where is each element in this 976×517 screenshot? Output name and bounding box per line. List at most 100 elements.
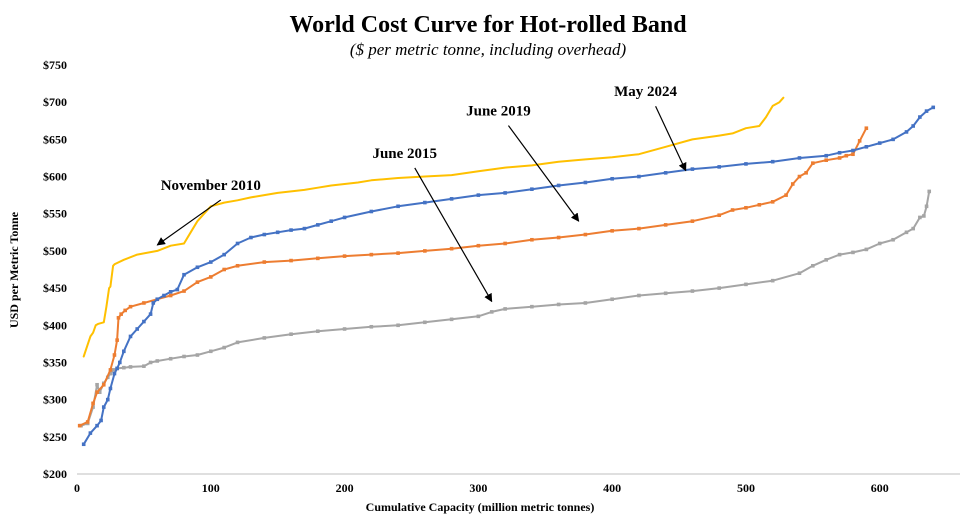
- x-axis-ticks: 0 100 200 300 400 500 600: [74, 481, 889, 495]
- data-point-may-2024: [770, 159, 775, 164]
- data-point-june-2019: [423, 249, 427, 253]
- data-point-may-2024: [904, 130, 909, 134]
- data-point-june-2015: [316, 329, 320, 334]
- data-point-june-2019: [797, 174, 802, 179]
- annotation-arrow-june-2015: [414, 167, 493, 303]
- data-point-june-2015: [208, 349, 213, 354]
- data-point-may-2024: [115, 366, 119, 371]
- data-point-june-2019: [101, 382, 106, 387]
- data-point-june-2015: [610, 297, 614, 302]
- data-point-june-2015: [556, 302, 561, 307]
- data-point-june-2019: [824, 158, 829, 162]
- y-tick-label: $300: [43, 393, 67, 407]
- data-point-may-2024: [195, 265, 200, 270]
- data-point-june-2015: [489, 310, 494, 314]
- data-point-may-2024: [118, 360, 122, 365]
- data-point-may-2024: [837, 150, 842, 155]
- data-point-may-2024: [530, 187, 534, 191]
- data-point-june-2015: [770, 278, 775, 283]
- data-point-june-2015: [235, 340, 240, 345]
- data-point-may-2024: [911, 124, 915, 128]
- data-point-june-2019: [108, 368, 113, 372]
- y-tick-label: $550: [43, 207, 67, 221]
- data-point-may-2024: [275, 230, 280, 235]
- data-point-may-2024: [302, 226, 307, 231]
- data-point-may-2024: [449, 197, 454, 201]
- data-point-june-2015: [663, 291, 668, 296]
- x-tick-label: 600: [871, 481, 889, 495]
- y-tick-label: $500: [43, 244, 67, 258]
- data-point-june-2015: [342, 327, 347, 331]
- data-point-june-2019: [690, 219, 695, 223]
- data-point-june-2019: [757, 203, 762, 207]
- data-point-may-2024: [864, 145, 869, 149]
- y-tick-label: $450: [43, 281, 67, 295]
- annotation-label-june-2015: June 2015: [372, 146, 437, 162]
- data-point-may-2024: [148, 312, 153, 316]
- data-point-june-2019: [396, 251, 400, 255]
- data-point-may-2024: [396, 204, 400, 209]
- data-point-may-2024: [95, 423, 99, 428]
- data-point-june-2015: [289, 332, 293, 336]
- data-point-june-2019: [142, 301, 146, 305]
- y-tick-label: $600: [43, 170, 67, 184]
- data-point-june-2019: [449, 246, 454, 251]
- data-point-june-2015: [530, 304, 534, 309]
- data-point-june-2019: [556, 235, 561, 240]
- annotation-label-june-2019: June 2019: [466, 104, 531, 120]
- data-point-june-2015: [128, 365, 133, 369]
- data-point-june-2015: [168, 356, 173, 361]
- data-point-june-2019: [262, 260, 267, 264]
- data-point-may-2024: [128, 334, 133, 339]
- data-point-june-2019: [222, 267, 226, 272]
- data-point-june-2015: [922, 214, 926, 218]
- data-point-june-2019: [610, 229, 614, 233]
- x-tick-label: 300: [469, 481, 487, 495]
- data-point-june-2015: [148, 360, 153, 365]
- data-point-may-2024: [175, 287, 180, 292]
- data-point-may-2024: [824, 153, 829, 158]
- data-point-may-2024: [329, 219, 333, 223]
- data-point-june-2019: [811, 161, 815, 165]
- y-tick-label: $250: [43, 430, 67, 444]
- data-point-june-2015: [396, 323, 400, 328]
- data-point-june-2019: [637, 226, 641, 231]
- y-axis-title: USD per Metric Tonne: [7, 211, 21, 328]
- data-point-may-2024: [122, 349, 126, 354]
- data-point-june-2019: [115, 338, 119, 342]
- data-point-may-2024: [105, 397, 110, 402]
- data-point-june-2015: [108, 371, 113, 376]
- data-point-june-2015: [262, 336, 267, 340]
- data-point-june-2019: [857, 139, 862, 143]
- data-point-may-2024: [931, 105, 936, 110]
- data-point-june-2015: [690, 289, 695, 293]
- data-point-may-2024: [610, 176, 614, 181]
- data-point-june-2015: [837, 252, 842, 257]
- data-point-may-2024: [262, 232, 267, 237]
- data-point-june-2015: [449, 317, 454, 322]
- data-point-june-2019: [112, 353, 117, 357]
- data-point-june-2015: [864, 247, 869, 252]
- data-point-june-2019: [583, 232, 588, 237]
- data-point-june-2015: [811, 263, 815, 268]
- data-point-june-2019: [208, 275, 213, 279]
- data-point-may-2024: [162, 293, 166, 298]
- data-point-may-2024: [151, 301, 156, 305]
- data-point-june-2019: [663, 223, 668, 227]
- data-point-june-2019: [195, 280, 200, 284]
- series-line-november-2010: [82, 96, 785, 358]
- data-point-may-2024: [663, 171, 668, 175]
- annotation-label-may-2024: May 2024: [614, 84, 677, 100]
- data-point-may-2024: [316, 223, 320, 227]
- data-point-june-2019: [369, 252, 374, 257]
- data-point-may-2024: [717, 165, 721, 169]
- data-point-may-2024: [99, 418, 103, 423]
- data-point-june-2019: [119, 312, 123, 316]
- data-point-may-2024: [81, 442, 86, 447]
- data-point-june-2015: [797, 271, 802, 276]
- data-point-june-2015: [155, 359, 160, 363]
- data-point-may-2024: [289, 228, 293, 232]
- data-point-june-2019: [85, 420, 90, 424]
- data-point-june-2019: [289, 258, 293, 263]
- data-point-june-2015: [904, 230, 909, 235]
